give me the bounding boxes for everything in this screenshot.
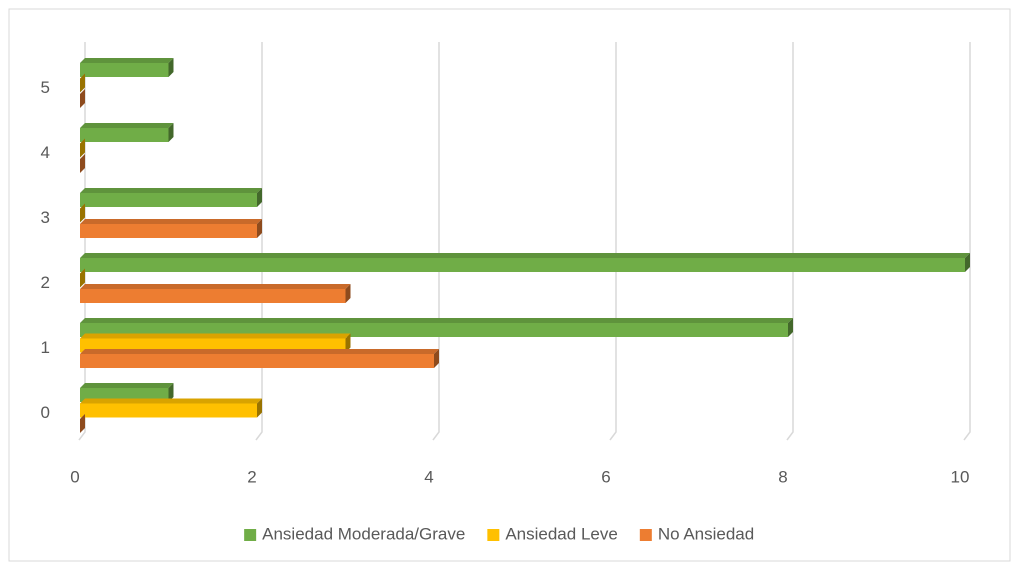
bar-top: [80, 383, 174, 388]
x-tick-label: 2: [247, 467, 256, 486]
legend-swatch: [244, 529, 257, 541]
grid-line: [432, 42, 440, 441]
grid-line: [609, 42, 617, 441]
bar: [80, 258, 965, 272]
y-tick-label: 5: [41, 78, 50, 97]
bar-side: [168, 58, 174, 77]
bar-top: [80, 284, 351, 289]
bar-side: [80, 414, 85, 433]
bar: [80, 289, 346, 303]
bar-side: [80, 138, 85, 158]
grid-line: [963, 42, 971, 441]
bar-side: [168, 123, 174, 142]
bar-side: [257, 398, 262, 418]
bar-top: [80, 58, 174, 63]
x-tick-label: 10: [951, 467, 970, 486]
bar: [80, 193, 257, 207]
bar-top: [80, 318, 793, 323]
legend-label: No Ansiedad: [658, 524, 754, 543]
x-tick-label: 4: [424, 467, 433, 486]
y-tick-label: 0: [41, 403, 50, 422]
x-tick-label: 0: [70, 467, 79, 486]
x-tick-label: 8: [778, 467, 787, 486]
bar: [80, 403, 257, 418]
x-tick-label: 6: [601, 467, 610, 486]
bar-side: [345, 284, 351, 303]
bar: [80, 128, 169, 142]
y-tick-label: 4: [41, 143, 50, 162]
bar-side: [434, 349, 439, 368]
bar-top: [80, 219, 262, 224]
bar-side: [80, 73, 85, 93]
legend-label: Ansiedad Leve: [505, 524, 617, 543]
bar-side: [257, 188, 262, 207]
grid-line: [786, 42, 794, 441]
legend-swatch: [487, 529, 500, 541]
bar-side: [257, 219, 262, 238]
bar-top: [80, 333, 351, 339]
bar-top: [80, 188, 262, 193]
bar-side: [80, 203, 85, 223]
bar-side: [168, 383, 174, 402]
bar: [80, 63, 169, 77]
bar-side: [80, 268, 85, 288]
bar: [80, 224, 257, 238]
grid-line: [255, 42, 263, 441]
bar-top: [80, 349, 439, 354]
grid-line: [78, 42, 86, 441]
y-tick-label: 2: [41, 273, 50, 292]
legend-swatch: [639, 529, 652, 541]
bar-top: [80, 253, 970, 258]
bar-side: [80, 154, 85, 173]
y-tick-label: 3: [41, 208, 50, 227]
bar: [80, 354, 434, 368]
bar-side: [965, 253, 970, 272]
legend-label: Ansiedad Moderada/Grave: [262, 524, 465, 543]
bar-top: [80, 398, 262, 404]
bar-top: [80, 123, 174, 128]
y-tick-label: 1: [41, 338, 50, 357]
bar-side: [345, 333, 351, 353]
bar-side: [80, 89, 85, 108]
bar-side: [788, 318, 793, 337]
